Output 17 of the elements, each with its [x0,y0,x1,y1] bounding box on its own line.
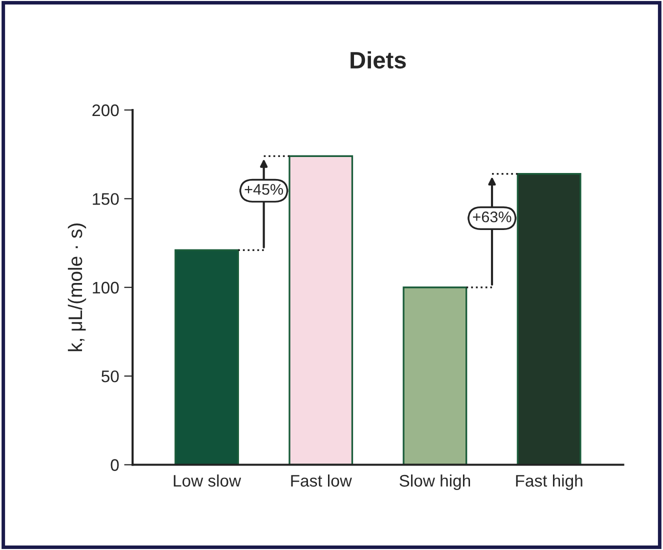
bar [174,249,239,465]
annotation: +63% [473,211,512,222]
y-tick-label: 100 [92,282,119,294]
bar [288,155,354,465]
y-tick-label: 200 [92,104,119,116]
y-axis-title: k, μL/(mole · s) [68,224,86,352]
y-tick-label: 150 [92,193,119,205]
bar [516,173,582,465]
y-tick-label: 0 [110,459,119,471]
bar [402,286,468,465]
x-tick-label: Fast low [291,474,352,487]
annotation: +45% [244,184,284,195]
x-tick-label: Fast high [516,474,582,490]
y-tick-label: 50 [102,370,119,382]
x-tick-label: Low slow [174,474,242,487]
chart-title: Diets [350,51,406,69]
x-tick-label: Slow high [400,474,470,490]
